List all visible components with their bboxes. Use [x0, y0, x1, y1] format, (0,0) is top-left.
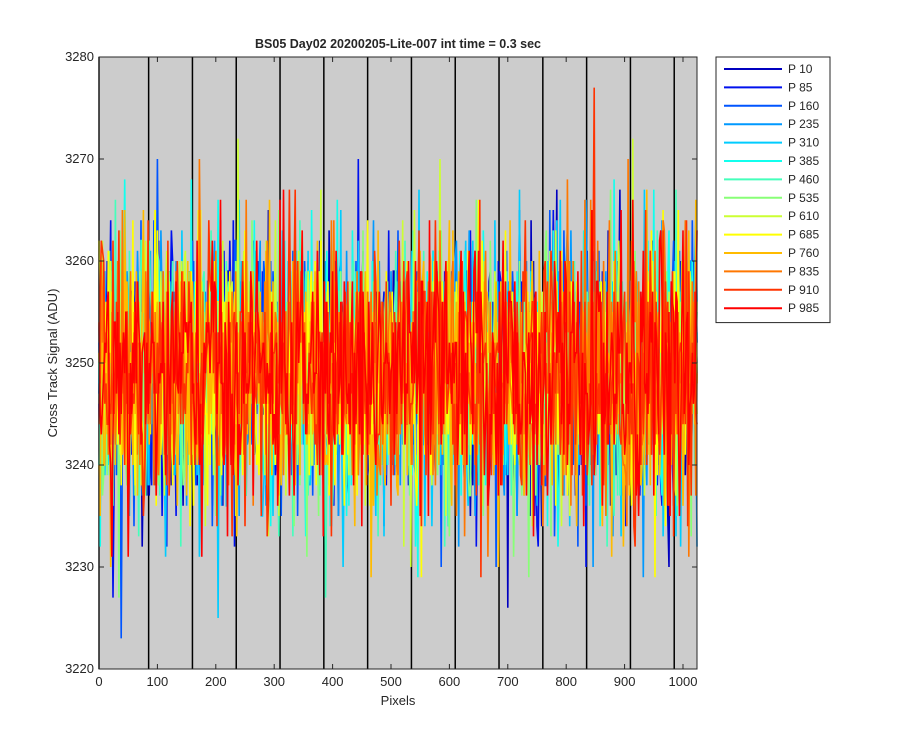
- x-tick-label: 500: [380, 674, 402, 689]
- legend-label: P 385: [788, 154, 819, 168]
- y-tick-label: 3260: [65, 253, 94, 268]
- x-tick-label: 100: [147, 674, 169, 689]
- series-group: [98, 87, 698, 639]
- legend-label: P 160: [788, 99, 819, 113]
- x-tick-label: 300: [263, 674, 285, 689]
- legend-label: P 310: [788, 136, 819, 150]
- y-tick-label: 3240: [65, 457, 94, 472]
- y-tick-label: 3250: [65, 355, 94, 370]
- legend-label: P 235: [788, 117, 819, 131]
- x-axis-label: Pixels: [381, 693, 416, 708]
- legend-label: P 760: [788, 246, 819, 260]
- y-tick-label: 3270: [65, 151, 94, 166]
- chart-title: BS05 Day02 20200205-Lite-007 int time = …: [255, 37, 541, 51]
- x-axis: 0 100 200 300 400 500 600 700 800 900 1000: [95, 57, 697, 689]
- x-tick-label: 700: [497, 674, 519, 689]
- series-line-p-985: [98, 189, 698, 557]
- legend-label: P 535: [788, 191, 819, 205]
- legend-box: [715, 56, 831, 324]
- y-tick-label: 3220: [65, 661, 94, 676]
- x-tick-label: 0: [95, 674, 102, 689]
- legend: P 10 P 85 P 160 P 235 P 310 P 385 P 460 P 535 P …: [715, 56, 831, 324]
- legend-label: P 910: [788, 283, 819, 297]
- y-axis-label: Cross Track Signal (ADU): [45, 289, 60, 438]
- x-tick-label: 400: [322, 674, 344, 689]
- y-tick-label: 3280: [65, 49, 94, 64]
- legend-label: P 10: [788, 62, 813, 76]
- x-tick-label: 200: [205, 674, 227, 689]
- legend-label: P 985: [788, 301, 819, 315]
- legend-label: P 85: [788, 80, 813, 94]
- series-line-p-835: [98, 158, 698, 557]
- y-tick-label: 3230: [65, 559, 94, 574]
- x-tick-label: 800: [555, 674, 577, 689]
- legend-label: P 610: [788, 209, 819, 223]
- x-tick-label: 900: [614, 674, 636, 689]
- legend-label: P 460: [788, 172, 819, 186]
- x-tick-label: 1000: [669, 674, 698, 689]
- y-axis: 3220 3230 3240 3250 3260 3270 3280: [65, 49, 697, 676]
- legend-label: P 835: [788, 264, 819, 278]
- legend-label: P 685: [788, 228, 819, 242]
- x-tick-label: 600: [439, 674, 461, 689]
